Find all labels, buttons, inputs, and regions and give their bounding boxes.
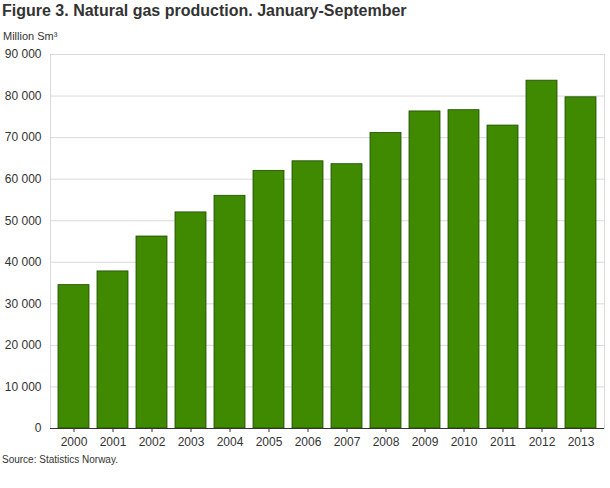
svg-text:40 000: 40 000 bbox=[5, 255, 42, 269]
svg-text:30 000: 30 000 bbox=[5, 297, 42, 311]
svg-text:80 000: 80 000 bbox=[5, 89, 42, 103]
html-text:Million Sm³: Million Sm³ bbox=[3, 30, 58, 42]
svg-text:2006: 2006 bbox=[295, 435, 322, 449]
svg-text:2008: 2008 bbox=[373, 435, 400, 449]
svg-text:50 000: 50 000 bbox=[5, 214, 42, 228]
svg-text:10 000: 10 000 bbox=[5, 380, 42, 394]
svg-text:2012: 2012 bbox=[529, 435, 556, 449]
svg-text:2011: 2011 bbox=[490, 435, 516, 449]
svg-text:2003: 2003 bbox=[178, 435, 205, 449]
svg-text:20 000: 20 000 bbox=[5, 338, 42, 352]
svg-text:2002: 2002 bbox=[139, 435, 166, 449]
svg-text:70 000: 70 000 bbox=[5, 130, 42, 144]
html-text:Source: Statistics Norway.: Source: Statistics Norway. bbox=[2, 454, 118, 465]
svg-text:90 000: 90 000 bbox=[5, 47, 42, 61]
svg-text:0: 0 bbox=[35, 421, 42, 435]
svg-text:2013: 2013 bbox=[568, 435, 595, 449]
svg-text:2010: 2010 bbox=[451, 435, 478, 449]
svg-text:2005: 2005 bbox=[256, 435, 283, 449]
html-text:Figure 3. Natural gas producti: Figure 3. Natural gas production. Januar… bbox=[2, 2, 407, 19]
svg-text:2007: 2007 bbox=[334, 435, 361, 449]
svg-text:2004: 2004 bbox=[217, 435, 244, 449]
svg-text:2009: 2009 bbox=[412, 435, 439, 449]
svg-text:2001: 2001 bbox=[100, 435, 127, 449]
svg-text:2000: 2000 bbox=[61, 435, 88, 449]
svg-text:60 000: 60 000 bbox=[5, 172, 42, 186]
